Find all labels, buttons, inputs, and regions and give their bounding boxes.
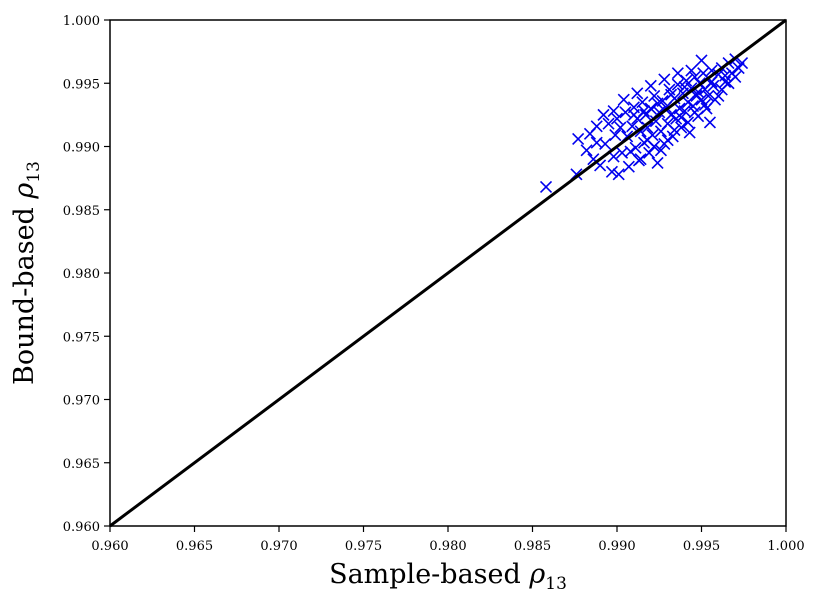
scatter-point [671,78,684,91]
scatter-point [707,79,720,92]
scatter-point [681,96,695,109]
scatter-point [610,112,624,125]
scatter-point [641,121,654,134]
y-axis-label-text: Bound-based [9,199,40,385]
scatter-point [629,141,642,154]
scatter-point [644,102,657,115]
scatter-point [602,117,615,130]
y-tick-label: 0.965 [63,457,100,472]
scatter-point [688,106,701,119]
y-axis-label-symbol: ρ [9,183,40,200]
scatter-point [651,97,664,110]
scatter-point [612,168,625,181]
y-tick-label: 0.990 [63,141,100,156]
scatter-point [583,127,597,140]
scatter-point [651,156,664,170]
x-tick-label: 0.970 [260,539,297,554]
scatter-point [681,116,695,129]
y-tick-label: 0.975 [63,330,100,345]
scatter-point [719,69,732,82]
y-tick-label: 0.985 [63,204,100,219]
x-tick-label: 1.000 [767,539,804,554]
y-tick-label: 1.000 [63,14,100,29]
scatter-point [649,115,662,128]
scatter-point [695,54,708,67]
scatter-point [698,98,711,111]
x-axis-ticks: 0.960 0.965 0.970 0.975 0.980 0.985 0.990 0.995… [91,526,805,554]
scatter-point [661,134,674,147]
scatter-point [609,129,622,142]
scatter-point [648,140,661,153]
x-tick-label: 0.960 [91,539,128,554]
scatter-point [624,145,637,158]
scatter-point [643,146,656,159]
y-tick-label: 0.960 [63,520,100,535]
y-axis-label-subscript: 13 [24,161,44,183]
scatter-point [654,144,668,157]
x-tick-label: 0.965 [176,539,213,554]
scatter-point [617,93,630,106]
scatter-point [678,80,691,94]
scatter-point [665,108,678,121]
scatter-point [619,106,632,119]
scatter-point [572,132,585,145]
scatter-point [637,105,651,118]
scatter-markers [539,53,749,194]
scatter-point [580,144,593,157]
y-tick-label: 0.995 [63,77,100,92]
scatter-point [614,121,627,134]
scatter-point [685,64,698,77]
scatter-point [675,121,688,134]
scatter-point [634,153,647,166]
scatter-point [597,108,610,121]
scatter-point [648,89,661,102]
scatter-point [639,108,652,121]
y-axis-ticks: 0.960 0.965 0.970 0.975 0.980 0.985 0.990 0.995… [63,14,110,535]
x-axis-label-symbol: ρ [528,559,545,590]
x-tick-label: 0.985 [514,539,551,554]
identity-reference-line [109,18,787,528]
y-tick-label: 0.970 [63,394,100,409]
scatter-point [675,111,688,124]
x-axis-label-subscript: 13 [545,574,567,594]
x-tick-label: 0.975 [345,539,382,554]
x-tick-label: 0.995 [683,539,720,554]
scatter-point [688,70,701,83]
scatter-point [627,108,640,121]
scatter-point [658,73,671,86]
scatter-point [678,105,691,118]
scatter-point [703,116,717,129]
scatter-point [735,56,749,70]
scatter-point [683,126,696,139]
scatter-point [671,67,684,80]
x-axis-label: Sample-based ρ13 [329,559,567,594]
scatter-point [665,88,678,101]
scatter-point [626,120,639,133]
x-tick-label: 0.990 [598,539,635,554]
y-axis-label: Bound-based ρ13 [9,161,44,385]
x-axis-label-text: Sample-based [329,559,529,590]
scatter-point [644,79,657,92]
y-tick-label: 0.980 [63,267,100,282]
x-tick-label: 0.980 [429,539,466,554]
scatter-point [712,89,725,102]
scatter-point [605,165,618,178]
scatter-point [702,89,715,102]
scatter-point [729,70,742,83]
scatter-point [631,87,644,100]
scatter-point [607,105,620,118]
scatter-point [590,136,603,149]
scatter-point [539,180,553,194]
scatter-point [622,160,635,173]
scatter-point [668,123,681,137]
